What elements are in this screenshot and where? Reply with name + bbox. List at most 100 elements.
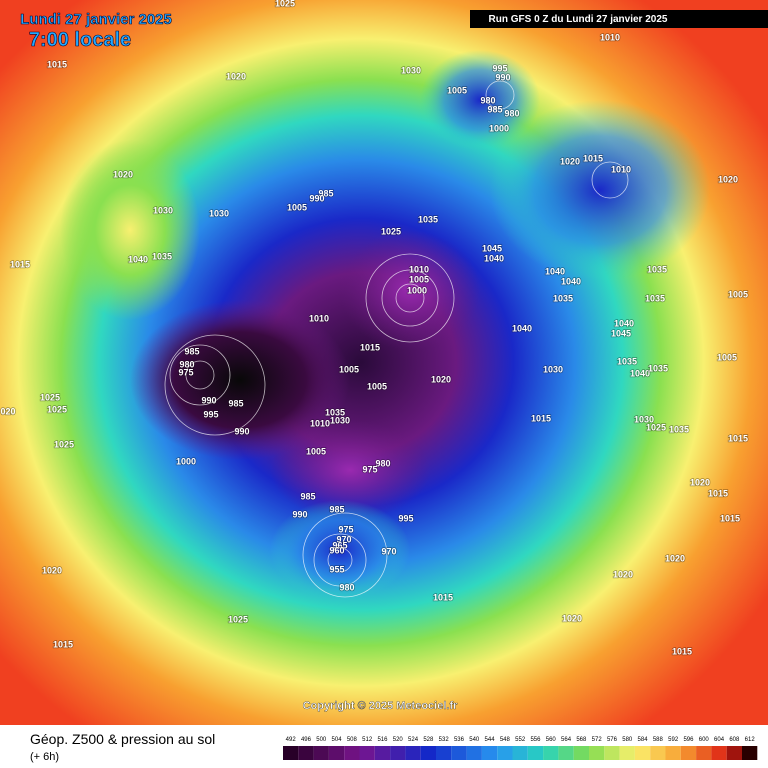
scale-swatch xyxy=(680,746,697,760)
pressure-label: 1020 xyxy=(113,169,133,179)
scale-label: 524 xyxy=(408,737,419,743)
scale-swatch xyxy=(711,746,727,760)
pressure-label: 990 xyxy=(292,509,307,519)
scale-label: 572 xyxy=(592,737,603,743)
scale-label: 548 xyxy=(500,737,511,743)
scale-swatch xyxy=(466,746,482,760)
pressure-label: 1015 xyxy=(53,639,73,649)
pressure-label: 1025 xyxy=(54,439,74,449)
map-time: 7:00 locale xyxy=(29,29,131,51)
pressure-label: 980 xyxy=(480,95,495,105)
pressure-label: 1015 xyxy=(360,342,380,352)
scale-label: 540 xyxy=(469,737,480,743)
scale-swatch xyxy=(436,746,452,760)
pressure-label: 1035 xyxy=(553,293,573,303)
pressure-label: 1025 xyxy=(646,422,666,432)
scale-swatch xyxy=(573,746,589,760)
pressure-label: 1005 xyxy=(306,446,326,456)
scale-label: 512 xyxy=(362,737,373,743)
pressure-label: 975 xyxy=(178,367,193,377)
map-field xyxy=(270,420,430,520)
scale-swatch xyxy=(298,746,314,760)
scale-swatch xyxy=(696,746,712,760)
pressure-label: 1020 xyxy=(665,553,685,563)
pressure-label: 965 xyxy=(332,540,347,550)
copyright: Copyright © 2025 Meteociel.fr xyxy=(303,700,459,712)
pressure-label: 1025 xyxy=(381,226,401,236)
scale-label: 584 xyxy=(638,737,649,743)
pressure-label: 1025 xyxy=(275,0,295,8)
run-info: Run GFS 0 Z du Lundi 27 janvier 2025 xyxy=(489,14,668,25)
pressure-label: 1015 xyxy=(728,433,748,443)
scale-label: 560 xyxy=(546,737,557,743)
pressure-label: 980 xyxy=(179,359,194,369)
scale-swatch xyxy=(543,746,559,760)
pressure-label: 1015 xyxy=(583,153,603,163)
scale-label: 528 xyxy=(423,737,434,743)
scale-label: 552 xyxy=(515,737,526,743)
scale-label: 556 xyxy=(530,737,541,743)
scale-swatch xyxy=(328,746,345,760)
pressure-label: 1040 xyxy=(614,318,634,328)
pressure-label: 1020 xyxy=(613,569,633,579)
scale-swatch xyxy=(390,746,406,760)
pressure-label: 1010 xyxy=(409,264,429,274)
pressure-label: 1000 xyxy=(407,285,427,295)
pressure-label: 1000 xyxy=(489,123,509,133)
scale-label: 504 xyxy=(332,737,343,743)
scale-label: 604 xyxy=(714,737,725,743)
pressure-label: 1035 xyxy=(645,293,665,303)
map-field xyxy=(130,300,350,460)
footer-step: (+ 6h) xyxy=(30,751,59,763)
pressure-label: 1030 xyxy=(330,415,350,425)
scale-swatch xyxy=(283,746,299,760)
pressure-label: 985 xyxy=(228,398,243,408)
scale-swatch xyxy=(420,746,436,760)
isobars xyxy=(164,80,629,598)
scale-swatch xyxy=(451,746,467,760)
scale-label: 612 xyxy=(745,737,756,743)
pressure-label: 1015 xyxy=(433,592,453,602)
scale-label: 600 xyxy=(699,737,710,743)
scale-swatch xyxy=(665,746,681,760)
pressure-label: 1020 xyxy=(690,477,710,487)
scale-label: 496 xyxy=(301,737,312,743)
pressure-label: 1005 xyxy=(339,364,359,374)
scale-label: 516 xyxy=(377,737,388,743)
scale-swatch xyxy=(726,746,742,760)
pressure-label: 1015 xyxy=(720,513,740,523)
pressure-label: 1020 xyxy=(431,374,451,384)
pressure-label: 985 xyxy=(487,104,502,114)
scale-swatch xyxy=(374,746,391,760)
scale-swatch xyxy=(512,746,528,760)
scale-swatch xyxy=(344,746,360,760)
pressure-label: 1005 xyxy=(367,381,387,391)
pressure-label: 1025 xyxy=(47,404,67,414)
pressure-label: 980 xyxy=(375,458,390,468)
pressure-label: 985 xyxy=(184,346,199,356)
pressure-label: 1010 xyxy=(600,32,620,42)
pressure-label: 1035 xyxy=(152,251,172,261)
pressure-label: 1030 xyxy=(153,205,173,215)
pressure-label: 1020 xyxy=(42,565,62,575)
pressure-label: 1025 xyxy=(40,392,60,402)
pressure-label: 955 xyxy=(329,564,344,574)
pressure-label: 1005 xyxy=(287,202,307,212)
scale-swatch xyxy=(650,746,666,760)
scale-label: 544 xyxy=(485,737,496,743)
pressure-label: 995 xyxy=(398,513,413,523)
footer-title: Géop. Z500 & pression au sol xyxy=(30,731,215,747)
pressure-label: 1045 xyxy=(611,328,631,338)
scale-label: 568 xyxy=(576,737,587,743)
run-box xyxy=(470,10,768,28)
pressure-label: 990 xyxy=(201,395,216,405)
pressure-label: 1040 xyxy=(630,368,650,378)
pressure-label: 1040 xyxy=(512,323,532,333)
scale-label: 520 xyxy=(393,737,404,743)
scale-label: 564 xyxy=(561,737,572,743)
pressure-label: 1005 xyxy=(447,85,467,95)
scale-label: 532 xyxy=(439,737,450,743)
pressure-label: 1030 xyxy=(543,364,563,374)
pressure-label: 1040 xyxy=(545,266,565,276)
pressure-label: 1025 xyxy=(228,614,248,624)
